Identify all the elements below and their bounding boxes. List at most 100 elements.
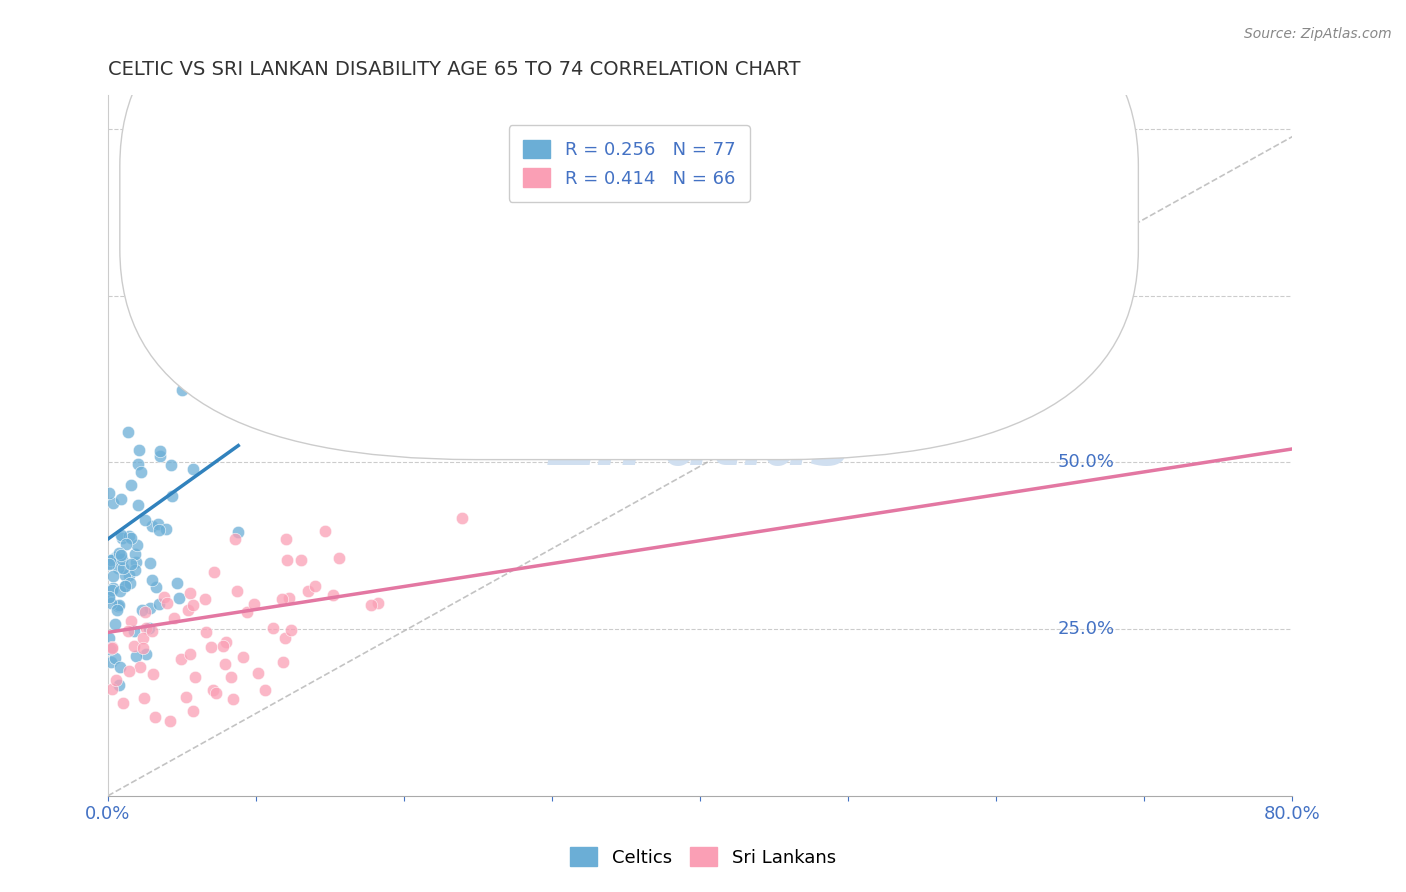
Point <box>226 524 249 539</box>
Point <box>148 523 170 537</box>
Point <box>104 550 127 565</box>
Point <box>121 531 143 545</box>
Point <box>202 682 225 697</box>
Text: Source: ZipAtlas.com: Source: ZipAtlas.com <box>1244 27 1392 41</box>
Point <box>304 579 326 593</box>
Text: 100.0%: 100.0% <box>1057 120 1126 137</box>
Point <box>100 642 122 657</box>
Text: 75.0%: 75.0% <box>1057 286 1115 304</box>
Legend: Celtics, Sri Lankans: Celtics, Sri Lankans <box>562 840 844 874</box>
Point <box>278 591 301 606</box>
Point <box>118 568 141 582</box>
Point <box>111 531 134 545</box>
Point <box>280 623 302 637</box>
Point <box>274 631 297 645</box>
Legend: R = 0.256   N = 77, R = 0.414   N = 66: R = 0.256 N = 77, R = 0.414 N = 66 <box>509 126 749 202</box>
Point <box>124 548 146 562</box>
Point <box>166 576 188 591</box>
Point <box>143 710 166 724</box>
Point <box>247 666 270 681</box>
Point <box>105 673 128 687</box>
Point <box>98 631 121 645</box>
Point <box>98 591 121 605</box>
Text: 50.0%: 50.0% <box>1057 453 1115 471</box>
Point <box>101 640 124 654</box>
Point <box>262 621 284 635</box>
Point <box>107 551 129 566</box>
Point <box>183 598 205 612</box>
Point <box>110 528 132 542</box>
Point <box>214 657 236 672</box>
Point <box>111 696 134 710</box>
Point <box>205 685 228 699</box>
Point <box>174 690 197 705</box>
Point <box>360 598 382 612</box>
Point <box>98 556 121 570</box>
Point <box>183 670 205 684</box>
Point <box>219 670 242 684</box>
Point <box>117 425 139 440</box>
Point <box>101 496 124 510</box>
Point <box>131 603 153 617</box>
Point <box>129 660 152 674</box>
Point <box>290 553 312 567</box>
Point <box>127 498 149 512</box>
Text: ZIPatlas: ZIPatlas <box>550 413 851 479</box>
Point <box>108 678 131 692</box>
Point <box>451 511 474 525</box>
Point <box>149 449 172 463</box>
Point <box>141 573 163 587</box>
Point <box>297 583 319 598</box>
Point <box>101 681 124 696</box>
Point <box>276 552 298 566</box>
Point <box>117 624 139 638</box>
Point <box>163 611 186 625</box>
Point <box>103 616 125 631</box>
Point <box>122 639 145 653</box>
Point <box>145 581 167 595</box>
Point <box>160 489 183 503</box>
Point <box>328 550 350 565</box>
Point <box>114 579 136 593</box>
Point <box>271 656 294 670</box>
Point <box>211 639 233 653</box>
Point <box>100 553 122 567</box>
Point <box>98 485 121 500</box>
Text: CELTIC VS SRI LANKAN DISABILITY AGE 65 TO 74 CORRELATION CHART: CELTIC VS SRI LANKAN DISABILITY AGE 65 T… <box>108 60 800 78</box>
Point <box>114 567 136 582</box>
Point <box>232 650 254 665</box>
Point <box>110 492 132 507</box>
Point <box>167 591 190 605</box>
Point <box>159 714 181 728</box>
Point <box>120 615 142 629</box>
Point <box>200 640 222 654</box>
FancyBboxPatch shape <box>120 0 1139 459</box>
Point <box>107 560 129 574</box>
Point <box>111 561 134 575</box>
Point <box>215 635 238 649</box>
Point <box>124 563 146 577</box>
Point <box>110 548 132 562</box>
Point <box>187 371 209 385</box>
Point <box>100 596 122 610</box>
Point <box>107 546 129 560</box>
Point <box>153 590 176 604</box>
Point <box>179 586 201 600</box>
Point <box>159 458 181 473</box>
Point <box>108 659 131 673</box>
Point <box>141 624 163 639</box>
Point <box>193 592 215 607</box>
Point <box>111 552 134 566</box>
Point <box>118 529 141 543</box>
Text: 25.0%: 25.0% <box>1057 620 1115 638</box>
Point <box>142 667 165 681</box>
Point <box>156 595 179 609</box>
Point <box>127 457 149 471</box>
Point <box>107 599 129 614</box>
Point <box>276 532 298 546</box>
Point <box>177 603 200 617</box>
Point <box>138 621 160 635</box>
Point <box>125 555 148 569</box>
Point <box>135 648 157 662</box>
Point <box>149 444 172 458</box>
